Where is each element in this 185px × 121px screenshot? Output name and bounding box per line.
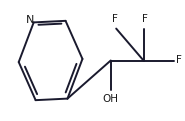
Text: F: F <box>112 14 118 23</box>
Text: F: F <box>142 14 148 23</box>
Text: F: F <box>176 55 182 65</box>
Text: OH: OH <box>103 94 119 104</box>
Text: N: N <box>26 15 34 25</box>
